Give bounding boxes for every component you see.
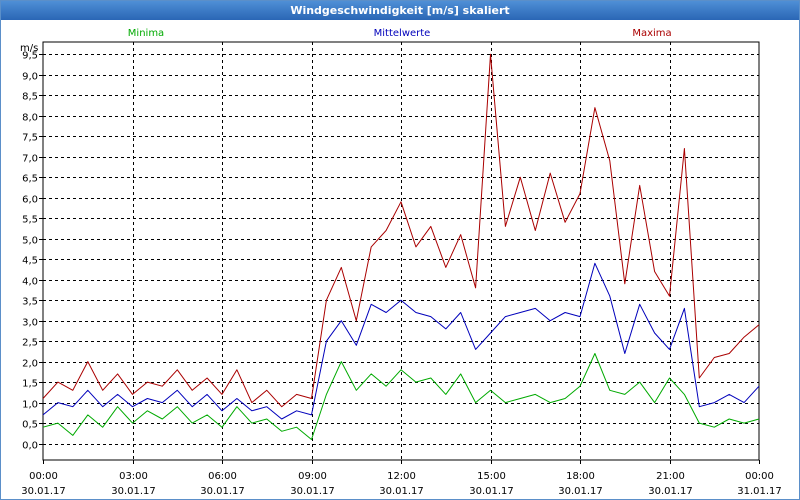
x-tick-time: 15:00 [477, 471, 506, 482]
legend-maxima: Maxima [632, 28, 671, 39]
y-tick-label: 7,0 [22, 154, 38, 165]
x-tick-date: 30.01.17 [21, 486, 66, 497]
y-tick-label: 0,0 [22, 441, 38, 452]
y-tick-label: 1,0 [22, 400, 38, 411]
y-tick-label: 2,5 [22, 338, 38, 349]
x-tick-time: 00:00 [29, 471, 58, 482]
window-title: Windgeschwindigkeit [m/s] skaliert [1, 1, 799, 20]
series-line-min [42, 353, 760, 440]
y-tick-label: 0,5 [22, 420, 38, 431]
x-tick-time: 21:00 [656, 471, 685, 482]
y-tick-label: 5,0 [22, 236, 38, 247]
y-tick-label: 3,5 [22, 297, 38, 308]
x-tick-date: 30.01.17 [469, 486, 514, 497]
legend-mittelwerte: Mittelwerte [374, 28, 431, 39]
y-tick-label: 9,5 [22, 51, 38, 62]
series-lines [42, 53, 760, 440]
x-tick-time: 06:00 [208, 471, 237, 482]
y-tick-label: 5,5 [22, 215, 38, 226]
x-tick-date: 31.01.17 [737, 486, 782, 497]
x-tick-time: 09:00 [298, 471, 327, 482]
y-tick-label: 2,0 [22, 359, 38, 370]
x-tick-date: 30.01.17 [111, 486, 156, 497]
y-tick-label: 3,0 [22, 318, 38, 329]
y-tick-label: 8,0 [22, 113, 38, 124]
series-line-max [42, 53, 760, 408]
y-tick-label: 7,5 [22, 133, 38, 144]
x-tick-time: 03:00 [119, 471, 148, 482]
y-axis-ticks: 0,0 0,5 1,0 1,5 2,0 2,5 3,0 3,5 4,0 4,5 5,0 5,5 6,0 6… [22, 51, 43, 452]
y-tick-label: 9,0 [22, 72, 38, 83]
y-tick-label: 6,5 [22, 174, 38, 185]
y-axis-unit: m/s [20, 43, 38, 54]
x-tick-time: 18:00 [566, 471, 595, 482]
y-tick-label: 4,0 [22, 277, 38, 288]
y-tick-label: 4,5 [22, 256, 38, 267]
x-tick-date: 30.01.17 [379, 486, 424, 497]
x-tick-time: 00:00 [745, 471, 774, 482]
y-tick-label: 8,5 [22, 92, 38, 103]
grid-lines [43, 42, 759, 460]
y-tick-label: 6,0 [22, 195, 38, 206]
x-tick-time: 12:00 [387, 471, 416, 482]
legend-minima: Minima [128, 28, 164, 39]
x-tick-date: 30.01.17 [558, 486, 603, 497]
x-axis-ticks: 00:00 30.01.17 03:00 30.01.17 06:00 30.01.17 0… [21, 460, 782, 497]
x-tick-date: 30.01.17 [648, 486, 693, 497]
series-line-mean [42, 262, 760, 420]
x-tick-date: 30.01.17 [290, 486, 335, 497]
y-tick-label: 1,5 [22, 379, 38, 390]
x-tick-date: 30.01.17 [200, 486, 245, 497]
